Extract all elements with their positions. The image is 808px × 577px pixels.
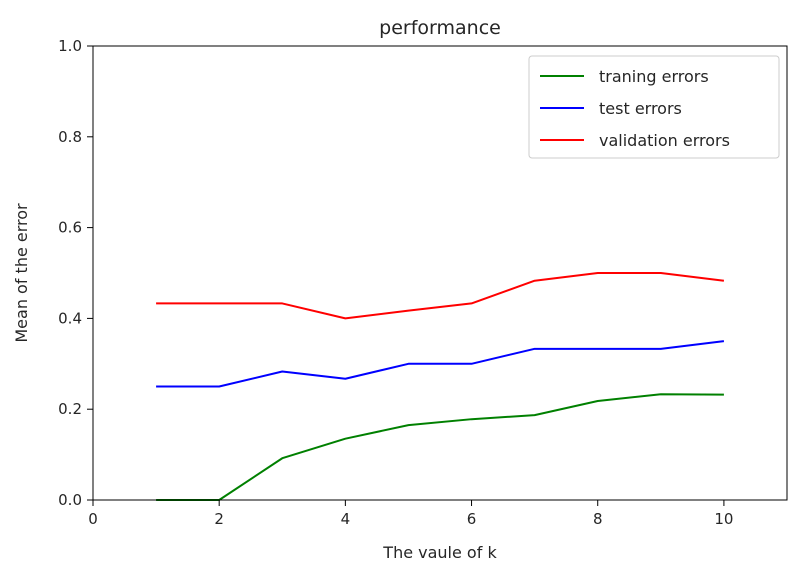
y-tick-label: 0.8 (58, 128, 82, 146)
chart-title: performance (379, 17, 501, 39)
x-tick-label: 2 (214, 510, 224, 528)
series-line-validation-errors (156, 272, 725, 320)
x-tick-label: 4 (341, 510, 351, 528)
y-tick-label: 0.6 (58, 219, 82, 237)
y-axis-label: Mean of the error (12, 203, 31, 343)
y-axis-ticks: 0.0 0.2 0.4 0.6 0.8 1.0 (58, 37, 93, 509)
plot-frame (92, 45, 788, 501)
x-tick-label: 10 (714, 510, 733, 528)
y-tick-label: 1.0 (58, 37, 82, 55)
x-axis-ticks: 0 2 4 6 8 10 (88, 500, 733, 528)
legend-entry: validation errors (599, 131, 730, 150)
x-tick-label: 6 (467, 510, 477, 528)
series-line-test-errors (156, 340, 725, 388)
x-tick-label: 0 (88, 510, 98, 528)
x-tick-label: 8 (593, 510, 603, 528)
y-tick-label: 0.4 (58, 309, 82, 327)
y-tick-label: 0.0 (58, 491, 82, 509)
legend-entry: test errors (599, 99, 682, 118)
x-axis-label: The vaule of k (382, 543, 497, 562)
legend-box (528, 55, 780, 159)
legend: traning errors test errors validation erro… (528, 55, 780, 159)
legend-entry: traning errors (599, 67, 709, 86)
y-tick-label: 0.2 (58, 400, 82, 418)
plot-lines (156, 272, 725, 501)
series-line-traning-errors (156, 393, 724, 501)
